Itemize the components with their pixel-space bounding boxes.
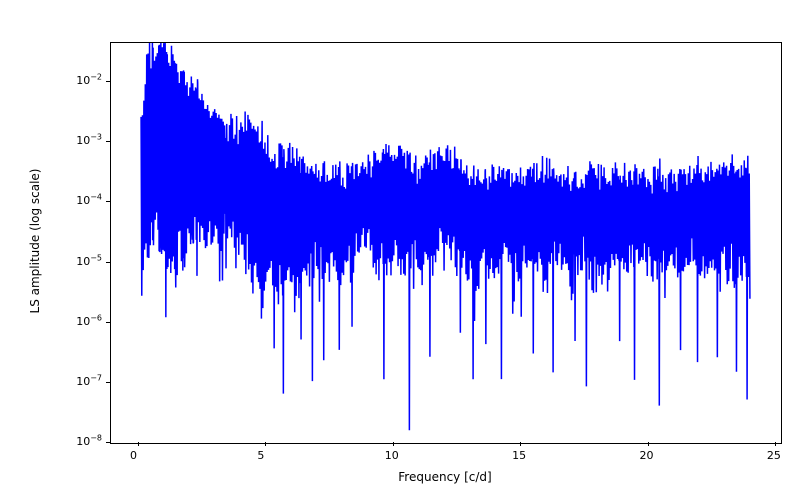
x-tick-label: 25 bbox=[767, 449, 781, 462]
y-tick-label: 10−2 bbox=[76, 74, 102, 87]
x-tick-label: 0 bbox=[130, 449, 137, 462]
y-axis-label: LS amplitude (log scale) bbox=[28, 131, 42, 351]
x-tick bbox=[393, 442, 394, 446]
y-tick-label: 10−5 bbox=[76, 255, 102, 268]
y-tick-label: 10−8 bbox=[76, 435, 102, 448]
y-tick bbox=[106, 262, 110, 263]
y-tick bbox=[106, 382, 110, 383]
plot-area bbox=[110, 42, 782, 444]
x-tick bbox=[265, 442, 266, 446]
figure: Frequency [c/d] LS amplitude (log scale)… bbox=[0, 0, 800, 500]
spectrum-trace bbox=[141, 43, 750, 430]
x-tick-label: 15 bbox=[512, 449, 526, 462]
x-tick bbox=[648, 442, 649, 446]
x-tick bbox=[138, 442, 139, 446]
y-tick bbox=[106, 201, 110, 202]
y-tick-label: 10−6 bbox=[76, 315, 102, 328]
plot-clip bbox=[111, 43, 781, 443]
x-tick-label: 10 bbox=[385, 449, 399, 462]
y-tick bbox=[106, 141, 110, 142]
x-axis-label: Frequency [c/d] bbox=[110, 470, 780, 484]
y-tick-label: 10−3 bbox=[76, 134, 102, 147]
spectrum-line bbox=[111, 43, 781, 443]
y-tick bbox=[106, 442, 110, 443]
y-tick-label: 10−4 bbox=[76, 194, 102, 207]
x-tick bbox=[520, 442, 521, 446]
y-tick bbox=[106, 322, 110, 323]
x-tick-label: 5 bbox=[257, 449, 264, 462]
x-tick-label: 20 bbox=[640, 449, 654, 462]
y-tick bbox=[106, 81, 110, 82]
y-tick-label: 10−7 bbox=[76, 375, 102, 388]
x-tick bbox=[775, 442, 776, 446]
